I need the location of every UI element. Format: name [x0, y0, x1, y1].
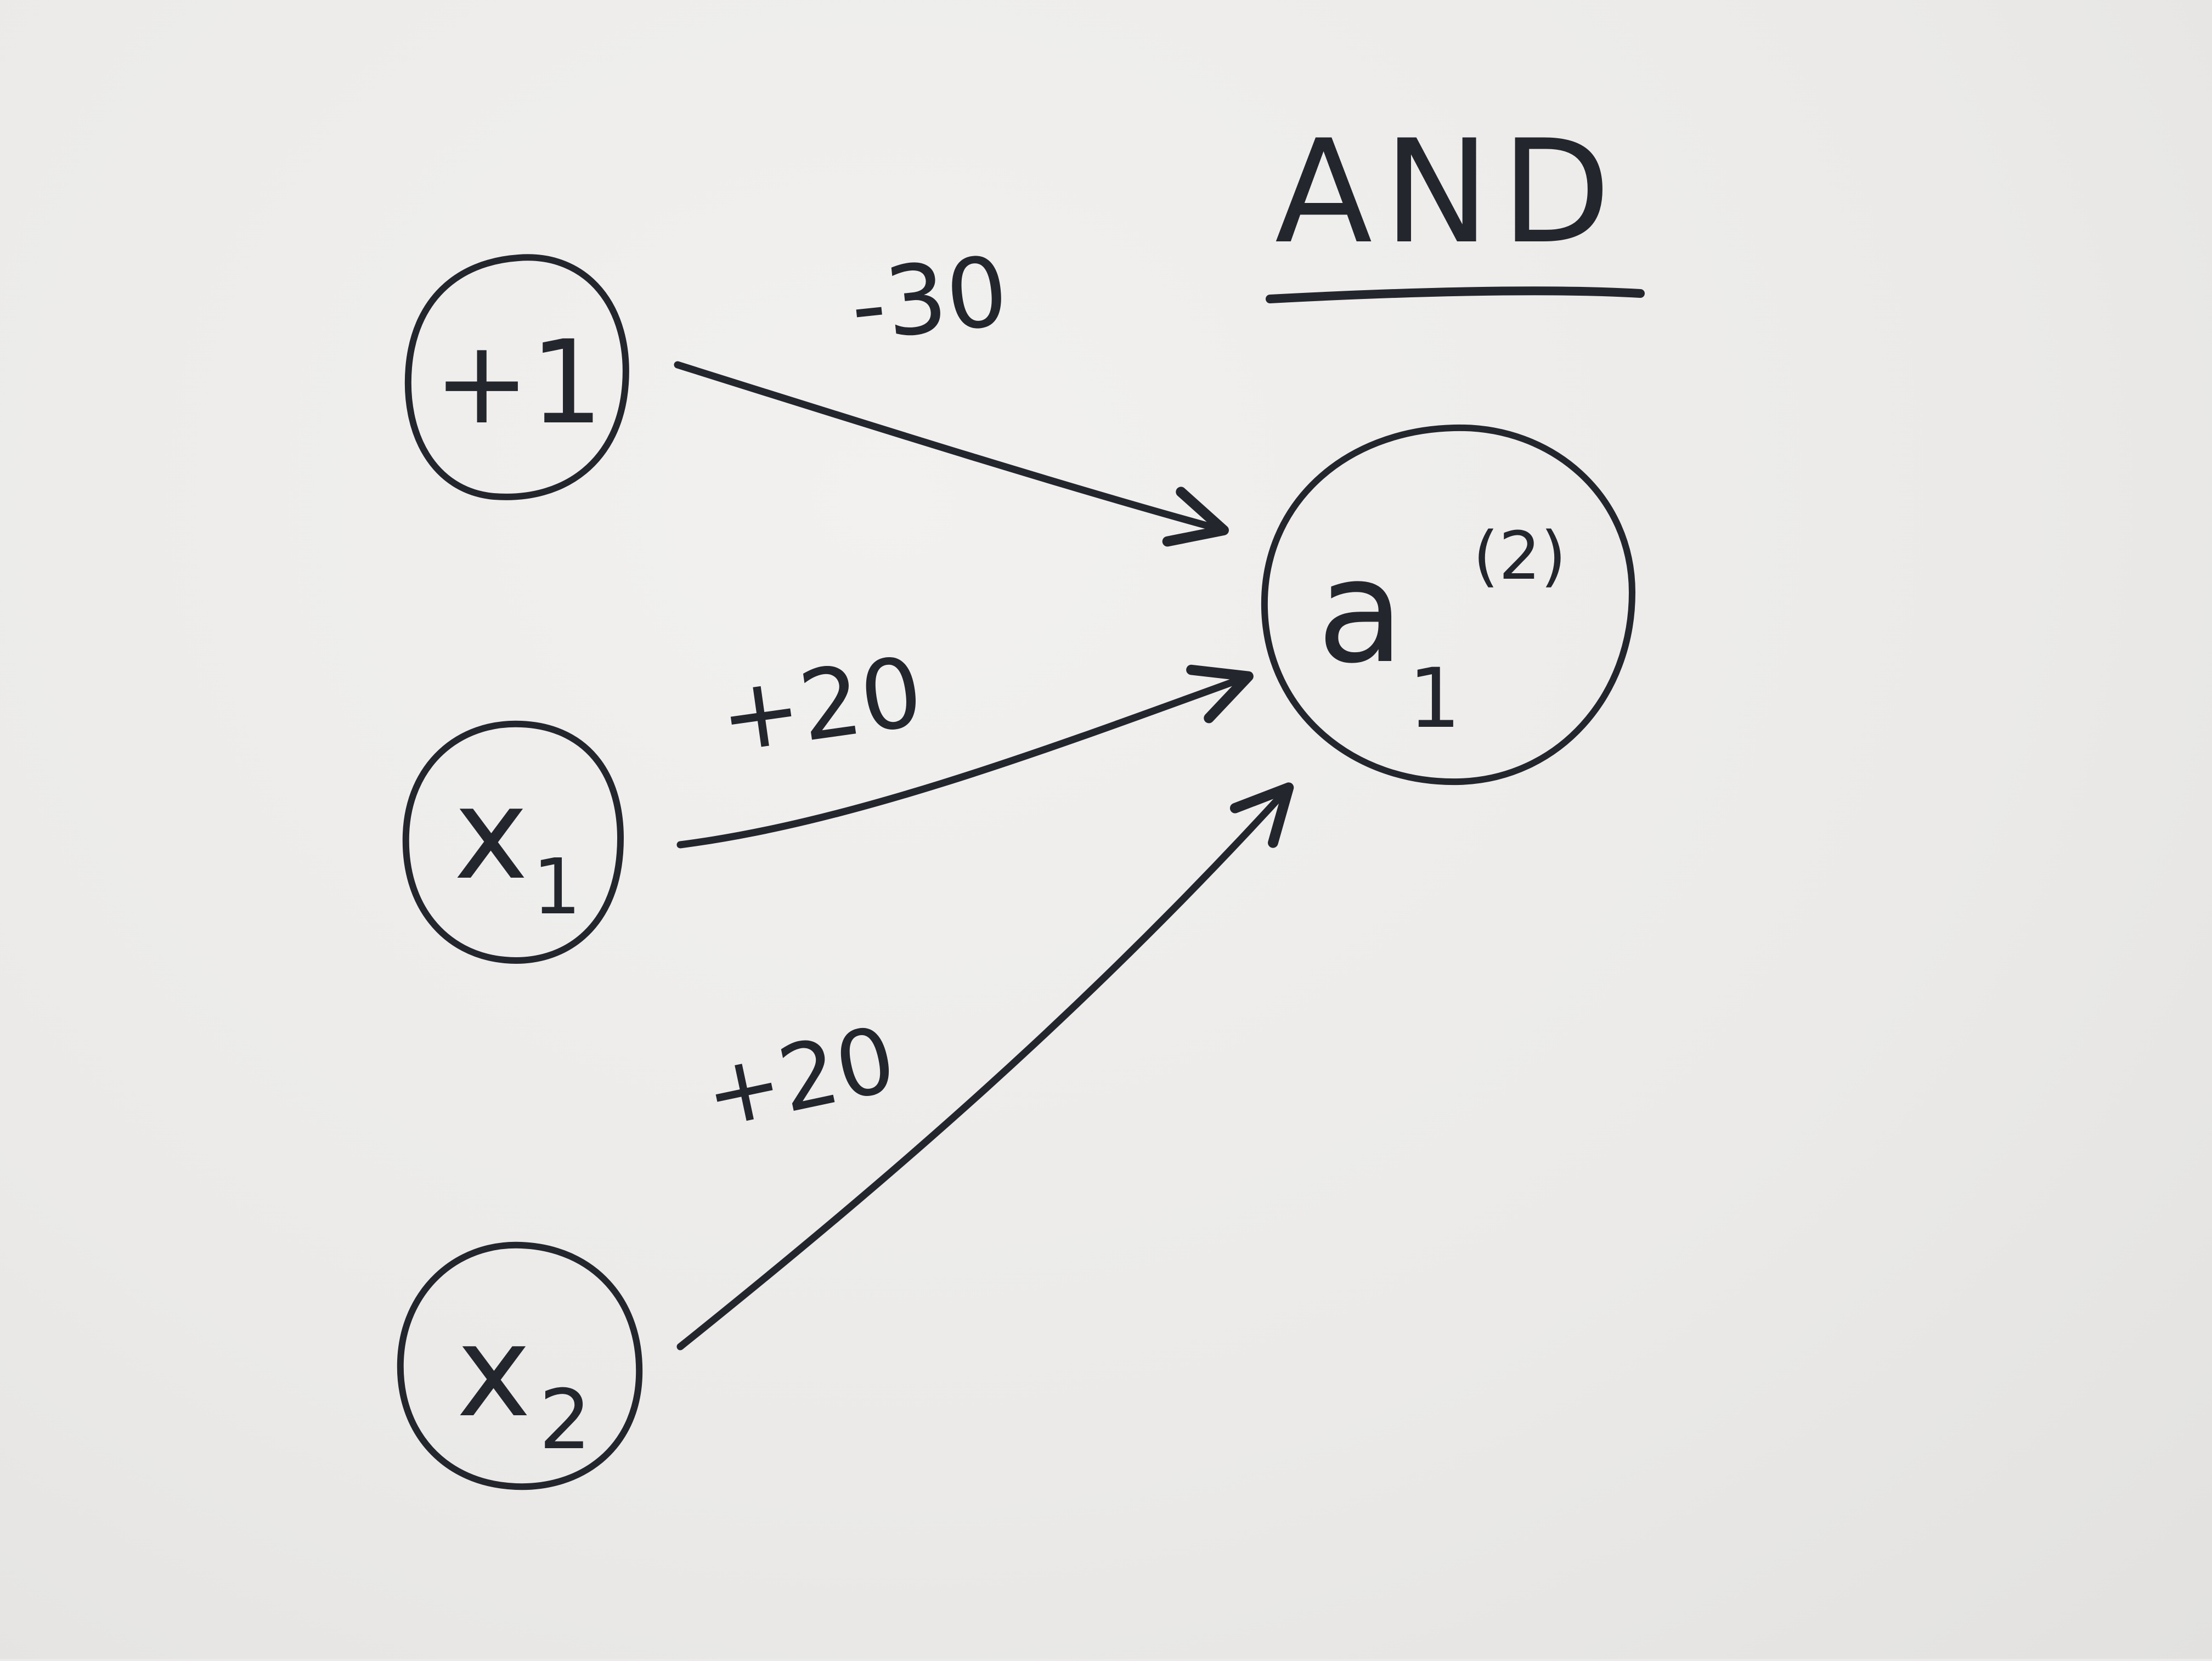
output-node-superscript: (2): [1473, 518, 1566, 595]
output-node-subscript: 1: [1408, 651, 1460, 747]
input-node-x1-label: x: [454, 761, 528, 908]
edge-bias-to-output: -30: [674, 236, 1229, 547]
output-node-base: a: [1317, 529, 1404, 695]
input-node-x1-subscript: 1: [532, 843, 581, 932]
bias-node-label: +1: [433, 315, 603, 450]
input-node-x2: x 2: [397, 1241, 643, 1490]
bias-node-circle: [404, 254, 629, 500]
input-node-x2-circle: [397, 1241, 643, 1490]
output-node-circle: [1261, 424, 1635, 786]
input-node-x2-base: x: [456, 1299, 531, 1445]
diagram-title: AND: [1275, 110, 1622, 275]
input-node-x1-circle: [402, 720, 624, 964]
output-node: a 1 (2): [1261, 424, 1635, 786]
edge-x1-arrow: [676, 664, 1254, 849]
input-node-x1: x 1: [402, 720, 624, 964]
input-node-x1-base: x: [454, 761, 528, 908]
edge-x1-weight: +20: [713, 636, 929, 775]
edge-bias-weight: -30: [845, 236, 1013, 363]
input-node-x2-subscript: 2: [539, 1372, 591, 1468]
edge-x2-weight: +20: [696, 1006, 905, 1149]
edge-x1-to-output: +20: [676, 636, 1254, 849]
input-node-x2-label: x: [456, 1299, 531, 1445]
edge-x2-arrow: [676, 782, 1294, 1351]
bias-node: +1: [404, 254, 629, 500]
title-underline: [1266, 286, 1645, 303]
edge-x2-to-output: +20: [676, 782, 1294, 1351]
edge-bias-arrow: [674, 361, 1229, 547]
